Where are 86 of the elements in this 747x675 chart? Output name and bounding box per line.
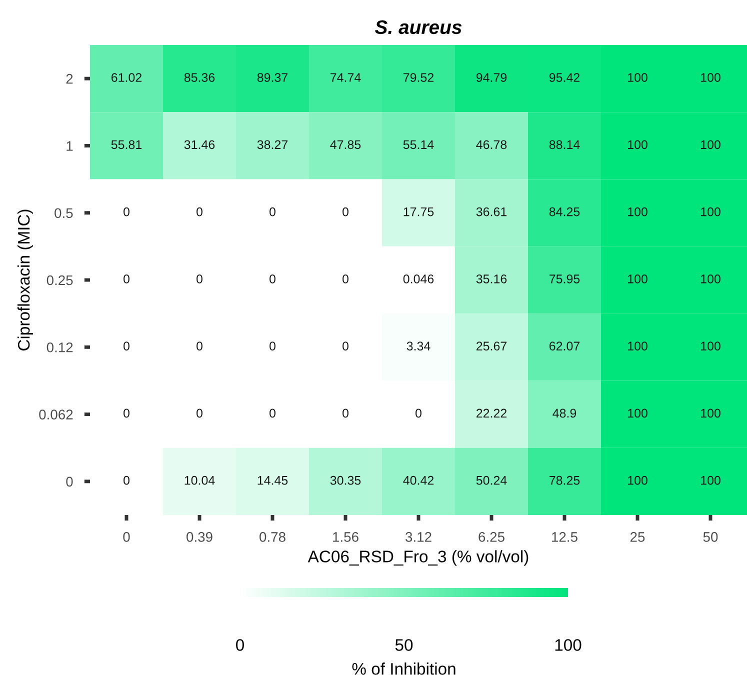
data-label: 94.79 <box>476 73 507 82</box>
data-label: 0 <box>196 207 202 216</box>
data-label: 0 <box>196 342 202 350</box>
data-label: 46.78 <box>476 140 507 150</box>
x-tick-label: 3.12 <box>406 532 432 542</box>
data-label: 14.45 <box>258 476 288 485</box>
data-label: 55.14 <box>403 140 434 150</box>
x-tick-label: 0.78 <box>260 532 286 542</box>
data-label: 89.37 <box>257 73 288 82</box>
color-bar-label: 0 <box>236 639 244 651</box>
data-label: 0 <box>416 408 422 418</box>
color-bar-title: % of Inhibition <box>352 662 456 675</box>
data-label: 100 <box>628 408 648 418</box>
color-bar-label: 100 <box>555 639 582 651</box>
data-label: 100 <box>701 140 720 150</box>
data-label: 3.34 <box>406 342 430 350</box>
x-tick-label: 0.39 <box>186 532 212 542</box>
data-label: 84.25 <box>549 207 580 216</box>
data-label: 78.25 <box>550 476 580 485</box>
y-tick-label: 0.12 <box>46 342 73 352</box>
y-tick-label: 0.25 <box>46 275 73 286</box>
data-label: 0 <box>342 207 348 216</box>
data-label: 100 <box>628 73 648 82</box>
y-tick-label: 0.062 <box>39 410 73 420</box>
data-label: 0 <box>196 274 202 284</box>
data-label: 0 <box>124 342 130 350</box>
data-label: 100 <box>701 408 720 418</box>
x-tick-label: 6.25 <box>478 532 504 542</box>
y-axis-title: Ciprofloxacin (MIC) <box>17 210 34 350</box>
y-tick-label: 0 <box>66 476 73 487</box>
data-label: 0 <box>124 476 130 485</box>
data-label: 25.67 <box>476 342 507 350</box>
data-label: 0 <box>124 408 130 418</box>
data-label: 0 <box>270 408 276 418</box>
data-label: 100 <box>701 342 720 350</box>
data-label: 38.27 <box>257 140 288 150</box>
x-axis-title: AC06_RSD_Fro_3 (% vol/vol) <box>308 550 528 566</box>
data-label: 75.95 <box>550 274 580 284</box>
data-label: 17.75 <box>404 207 434 216</box>
data-label: 100 <box>701 476 720 485</box>
data-label: 31.46 <box>184 140 215 150</box>
data-label: 0 <box>196 408 202 418</box>
data-label: 100 <box>628 342 648 350</box>
x-tick-label: 25 <box>630 532 645 542</box>
data-label: 61.02 <box>111 73 142 82</box>
data-label: 79.52 <box>404 73 434 82</box>
y-tick-label: 0.5 <box>54 208 73 218</box>
x-tick-label: 50 <box>703 532 718 542</box>
data-label: 36.61 <box>476 207 507 216</box>
data-label: 85.36 <box>184 73 215 82</box>
data-label: 100 <box>628 207 648 216</box>
data-label: 0 <box>270 274 276 284</box>
data-label: 100 <box>628 140 648 150</box>
data-label: 35.16 <box>476 274 507 284</box>
data-label: 0 <box>342 408 348 418</box>
data-label: 0 <box>270 342 276 350</box>
y-tick-label: 2 <box>66 74 73 84</box>
data-label: 0.046 <box>403 274 434 284</box>
data-label: 100 <box>701 274 720 284</box>
data-label: 100 <box>701 207 720 216</box>
data-label: 30.35 <box>330 476 361 485</box>
chart-title: S. aureus <box>374 20 462 34</box>
data-label: 10.04 <box>184 476 215 485</box>
data-label: 40.42 <box>403 476 434 485</box>
data-label: 0 <box>342 274 348 284</box>
data-label: 88.14 <box>549 140 580 150</box>
data-label: 48.9 <box>552 408 576 418</box>
y-tick-label: 1 <box>66 141 73 151</box>
data-label: 47.85 <box>330 140 361 150</box>
data-label: 0 <box>342 342 348 350</box>
x-tick-label: 0 <box>123 532 130 542</box>
data-label: 0 <box>124 274 130 284</box>
color-bar-label: 50 <box>395 639 413 651</box>
data-label: 55.81 <box>111 140 142 150</box>
data-label: 95.42 <box>549 73 580 82</box>
data-label: 100 <box>701 73 720 82</box>
data-label: 62.07 <box>549 342 580 350</box>
data-label: 100 <box>628 274 648 284</box>
x-tick-label: 1.56 <box>333 532 358 542</box>
data-label: 74.74 <box>330 73 361 82</box>
x-tick-label: 12.5 <box>552 532 578 542</box>
data-label: 0 <box>270 207 276 216</box>
data-label: 50.24 <box>476 476 507 485</box>
data-label: 100 <box>628 476 648 485</box>
data-label: 22.22 <box>476 408 507 418</box>
data-label: 0 <box>124 207 130 216</box>
